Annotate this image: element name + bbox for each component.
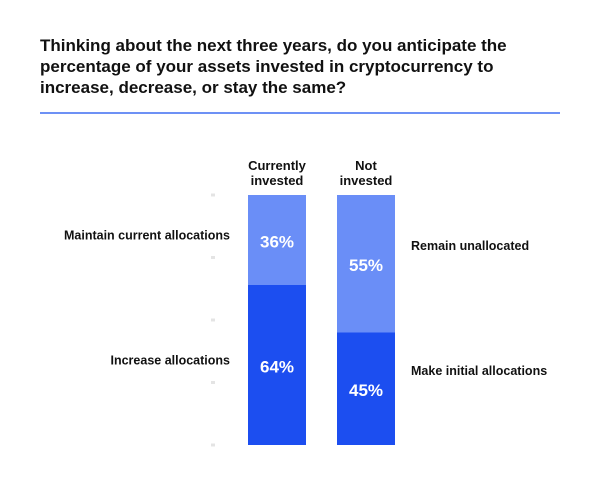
bar-segment [337,332,395,445]
legend-label: Make initial allocations [411,364,547,378]
category-label: Currently invested [248,158,306,188]
value-label: 55% [349,256,383,275]
category-label: Not invested [339,158,393,188]
legend-label: Maintain current allocations [64,228,230,242]
y-tick-mark [211,443,215,447]
bar-segment [248,195,306,285]
chart-title: Thinking about the next three years, do … [40,36,507,97]
bar-segment [248,285,306,445]
value-label: 45% [349,381,383,400]
y-tick-mark [211,381,215,384]
legend-label: Increase allocations [110,353,230,367]
value-label: 36% [260,232,294,251]
y-tick-mark [211,318,215,322]
y-tick-mark [211,256,215,259]
value-label: 64% [260,357,294,376]
y-tick-mark [211,193,215,197]
legend-label: Remain unallocated [411,239,529,253]
bar-segment [337,195,395,333]
